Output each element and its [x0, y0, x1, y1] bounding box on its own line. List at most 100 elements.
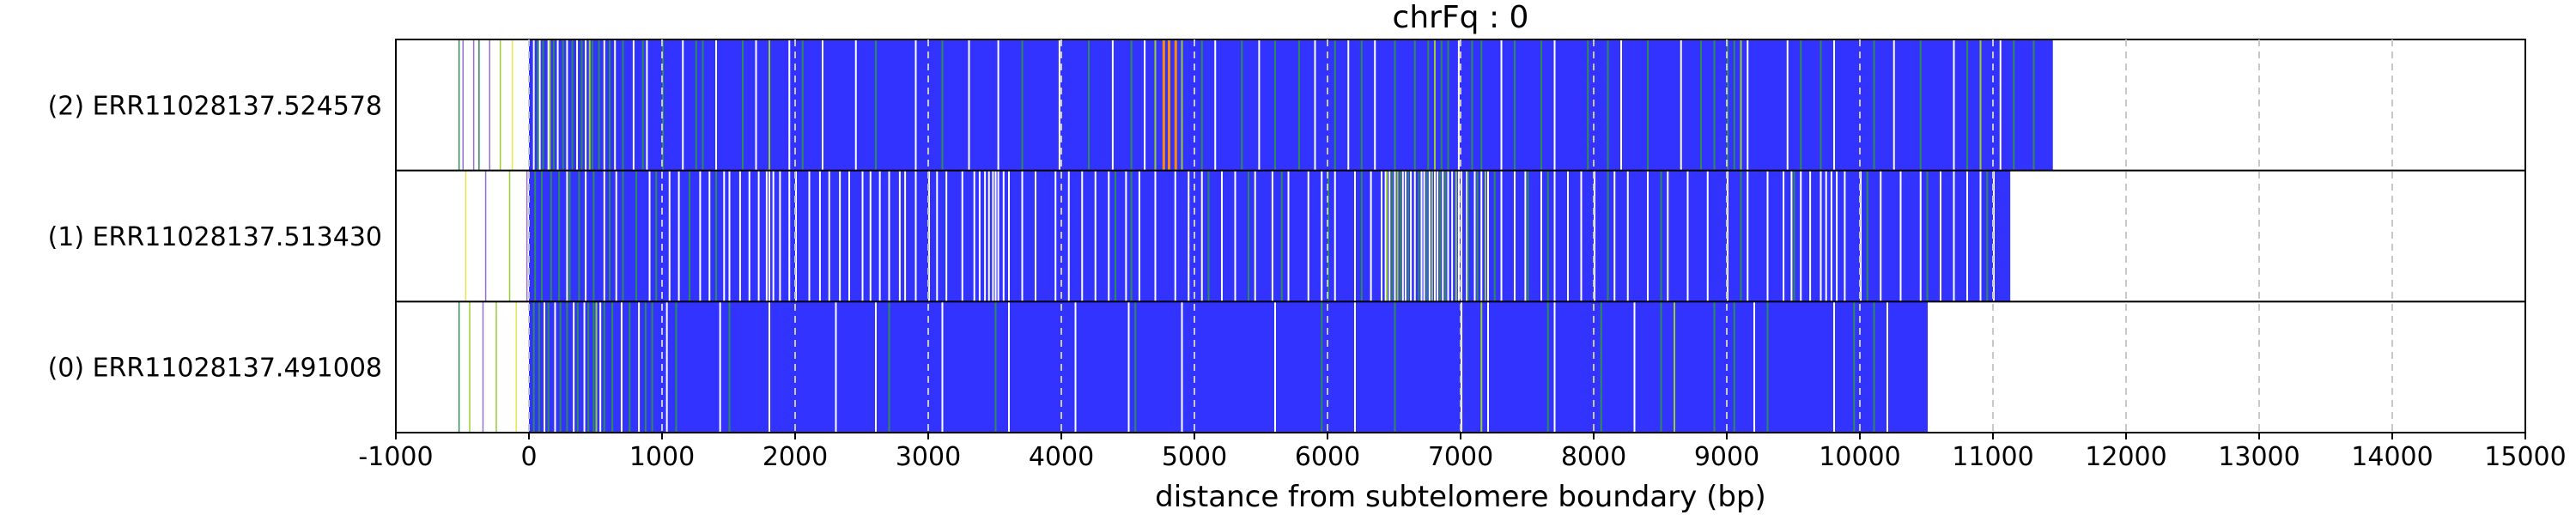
gap-mark [828, 170, 830, 302]
x-tick-label: 5000 [1162, 442, 1227, 472]
green-mark [641, 39, 644, 171]
green-mark [609, 170, 611, 302]
gap-mark [1919, 170, 1922, 302]
gap-mark [585, 39, 587, 171]
gap-mark [769, 301, 770, 433]
gap-mark [997, 39, 999, 171]
gap-mark [1553, 301, 1556, 433]
gap-mark [573, 301, 575, 433]
light-green-mark [1386, 170, 1388, 302]
gap-mark [544, 301, 546, 433]
green-mark [1800, 39, 1802, 171]
light-green-mark [1484, 170, 1486, 302]
green-mark [1427, 39, 1430, 171]
x-tick-label: 8000 [1561, 442, 1626, 472]
gap-mark [1790, 170, 1793, 302]
green-mark [1647, 39, 1649, 171]
gap-mark [1274, 301, 1276, 433]
read-track: (1) ERR11028137.513430 [48, 170, 2011, 302]
pre-boundary-mark [515, 301, 517, 433]
gap-mark [941, 301, 944, 433]
green-mark [1853, 301, 1856, 433]
read-label: (2) ERR11028137.524578 [48, 91, 382, 121]
gap-mark [1234, 170, 1236, 302]
light-green-mark [1396, 170, 1399, 302]
gap-mark [1893, 39, 1895, 171]
green-mark [598, 39, 600, 171]
gap-mark [1800, 170, 1802, 302]
green-mark [1966, 39, 1968, 171]
green-mark [1407, 170, 1409, 302]
green-mark [715, 170, 717, 302]
gap-mark [888, 170, 890, 302]
gap-mark [1370, 170, 1372, 302]
x-axis-label: distance from subtelomere boundary (bp) [1155, 480, 1766, 514]
gap-mark [1480, 170, 1483, 302]
green-mark [1391, 170, 1394, 302]
gap-mark [848, 170, 850, 302]
gap-mark [599, 301, 602, 433]
gap-mark [1966, 170, 1968, 302]
gap-mark [1008, 170, 1010, 302]
gap-mark [904, 170, 907, 302]
green-mark [562, 39, 564, 171]
gap-mark [1200, 170, 1203, 302]
gap-mark [1747, 170, 1749, 302]
gap-mark [748, 170, 750, 302]
gap-mark [878, 170, 881, 302]
gap-mark [719, 301, 721, 433]
green-mark [1793, 170, 1795, 302]
gap-mark [1008, 301, 1010, 433]
gap-mark [1271, 170, 1273, 302]
green-mark [875, 39, 877, 171]
gap-mark [1374, 39, 1376, 171]
gap-mark [646, 39, 648, 171]
green-mark [1919, 39, 1922, 171]
green-mark [1700, 39, 1702, 171]
orange-mark [1174, 39, 1177, 171]
gap-mark [1500, 170, 1503, 302]
green-mark [1130, 170, 1133, 302]
gap-mark [1766, 170, 1769, 302]
green-mark [1439, 170, 1442, 302]
gap-mark [788, 170, 791, 302]
green-mark [1280, 170, 1283, 302]
green-mark [576, 301, 579, 433]
pre-boundary-mark [478, 39, 480, 171]
green-mark [592, 301, 595, 433]
gap-mark [1401, 170, 1404, 302]
gap-mark [997, 170, 999, 302]
gap-mark [1706, 170, 1709, 302]
gap-mark [682, 39, 684, 171]
green-mark [1200, 39, 1203, 171]
pre-boundary-mark [495, 301, 497, 433]
gap-mark [765, 170, 768, 302]
green-mark [1493, 170, 1496, 302]
x-tick-label: 1000 [629, 442, 695, 472]
x-tick-label: 9000 [1694, 442, 1759, 472]
gap-mark [1434, 170, 1436, 302]
x-tick-label: 3000 [896, 442, 961, 472]
read-label: (1) ERR11028137.513430 [48, 222, 382, 252]
gap-mark [723, 170, 726, 302]
green-mark [1660, 170, 1662, 302]
green-mark [1546, 301, 1549, 433]
green-mark [587, 301, 590, 433]
green-mark [635, 170, 637, 302]
gap-mark [1413, 170, 1416, 302]
pre-boundary-mark [472, 39, 475, 171]
gap-mark [1002, 170, 1005, 302]
gap-mark [1094, 170, 1097, 302]
gap-mark [869, 170, 872, 302]
gap-mark [708, 170, 711, 302]
gap-mark [1886, 301, 1888, 433]
green-mark [1766, 301, 1769, 433]
green-mark [1471, 39, 1473, 171]
gap-mark [755, 39, 757, 171]
green-mark [1476, 170, 1479, 302]
gap-mark [1953, 39, 1955, 171]
gap-mark [1447, 170, 1449, 302]
green-mark [994, 301, 997, 433]
gap-mark [1830, 170, 1832, 302]
